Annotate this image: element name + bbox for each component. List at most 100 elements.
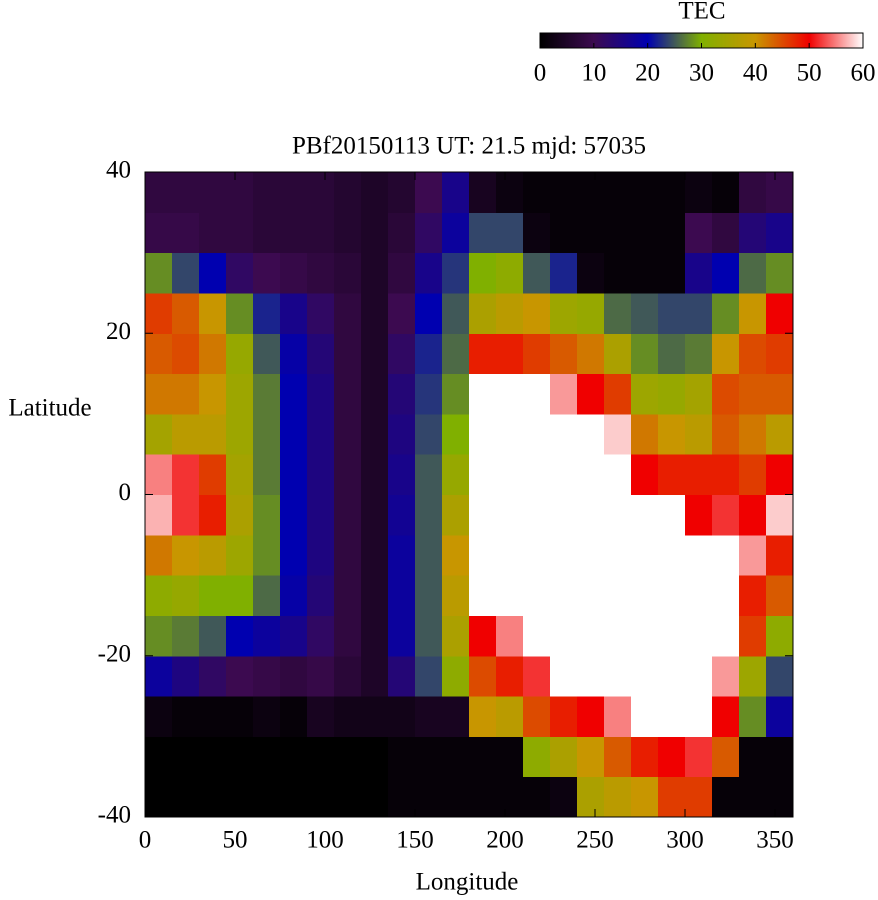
heatmap-cell: [496, 696, 524, 737]
heatmap-cell: [631, 494, 659, 536]
heatmap-cell: [361, 776, 389, 818]
heatmap-cell: [253, 655, 281, 697]
heatmap-cell: [145, 534, 173, 576]
heatmap-cell: [604, 494, 632, 536]
heatmap-cell: [631, 534, 659, 576]
heatmap-cell: [415, 252, 443, 294]
x-tick-label: 0: [139, 827, 152, 854]
heatmap-cell: [307, 172, 335, 213]
colorbar-tick-label: 50: [797, 60, 822, 87]
heatmap-cell: [199, 776, 227, 818]
heatmap-cell: [604, 696, 632, 737]
heatmap-cell: [739, 212, 767, 254]
heatmap-cell: [766, 655, 794, 697]
heatmap-cell: [550, 655, 578, 697]
heatmap-cell: [253, 696, 281, 737]
heatmap-cell: [307, 615, 335, 657]
heatmap-cell: [199, 575, 227, 616]
heatmap-cell: [550, 333, 578, 375]
heatmap-cell: [199, 333, 227, 375]
heatmap-cell: [631, 212, 659, 254]
heatmap-cell: [550, 252, 578, 294]
heatmap-cell: [226, 736, 254, 778]
heatmap-cell: [388, 333, 416, 375]
heatmap-cell: [226, 172, 254, 213]
heatmap-cell: [712, 172, 740, 213]
heatmap-cell: [496, 292, 524, 334]
heatmap-cell: [766, 615, 794, 657]
colorbar-tick-label: 30: [689, 60, 714, 87]
heatmap-cell: [469, 655, 497, 697]
heatmap-cell: [523, 615, 551, 657]
heatmap-cell: [631, 172, 659, 213]
heatmap-cell: [388, 655, 416, 697]
heatmap-cell: [442, 172, 470, 213]
heatmap-cell: [307, 655, 335, 697]
heatmap-cell: [658, 292, 686, 334]
heatmap-cell: [280, 292, 308, 334]
heatmap-cell: [442, 736, 470, 778]
heatmap-cell: [577, 615, 605, 657]
heatmap-cell: [469, 373, 497, 415]
y-tick-label: 40: [106, 157, 131, 184]
heatmap-cell: [442, 615, 470, 657]
heatmap-cell: [739, 333, 767, 375]
heatmap-cell: [496, 615, 524, 657]
x-tick-label: 200: [486, 827, 524, 854]
heatmap-cell: [361, 494, 389, 536]
heatmap-cell: [307, 454, 335, 495]
heatmap-cell: [145, 575, 173, 616]
heatmap-cell: [712, 534, 740, 576]
heatmap-cells: [145, 172, 794, 818]
heatmap-cell: [658, 696, 686, 737]
heatmap-cell: [415, 534, 443, 576]
heatmap-cell: [550, 172, 578, 213]
heatmap-cell: [766, 172, 794, 213]
heatmap-cell: [739, 575, 767, 616]
heatmap-cell: [658, 534, 686, 576]
heatmap-cell: [226, 454, 254, 495]
x-tick-label: 250: [576, 827, 614, 854]
heatmap-cell: [226, 494, 254, 536]
heatmap-cell: [280, 615, 308, 657]
heatmap-cell: [604, 776, 632, 818]
heatmap-cell: [658, 494, 686, 536]
heatmap-cell: [253, 212, 281, 254]
heatmap-cell: [577, 292, 605, 334]
heatmap-cell: [685, 252, 713, 294]
heatmap-cell: [172, 575, 200, 616]
heatmap-cell: [388, 534, 416, 576]
heatmap-cell: [496, 172, 524, 213]
heatmap-cell: [496, 736, 524, 778]
heatmap-cell: [388, 292, 416, 334]
heatmap-cell: [415, 494, 443, 536]
heatmap-cell: [226, 413, 254, 455]
heatmap-cell: [685, 373, 713, 415]
heatmap-cell: [199, 696, 227, 737]
heatmap-cell: [388, 252, 416, 294]
heatmap-cell: [523, 575, 551, 616]
heatmap-cell: [577, 534, 605, 576]
heatmap-cell: [712, 615, 740, 657]
heatmap-cell: [523, 655, 551, 697]
heatmap-cell: [631, 776, 659, 818]
heatmap-cell: [712, 413, 740, 455]
heatmap-cell: [658, 454, 686, 495]
heatmap-cell: [550, 776, 578, 818]
heatmap-cell: [577, 575, 605, 616]
heatmap-cell: [496, 252, 524, 294]
heatmap-cell: [199, 413, 227, 455]
heatmap-cell: [145, 212, 173, 254]
heatmap-cell: [280, 172, 308, 213]
heatmap-cell: [469, 333, 497, 375]
heatmap-cell: [253, 494, 281, 536]
heatmap-cell: [739, 172, 767, 213]
heatmap-cell: [415, 736, 443, 778]
heatmap-cell: [226, 212, 254, 254]
heatmap-cell: [496, 494, 524, 536]
heatmap-cell: [199, 615, 227, 657]
heatmap-cell: [496, 534, 524, 576]
x-tick-label: 150: [396, 827, 434, 854]
heatmap-cell: [550, 696, 578, 737]
heatmap-cell: [577, 373, 605, 415]
